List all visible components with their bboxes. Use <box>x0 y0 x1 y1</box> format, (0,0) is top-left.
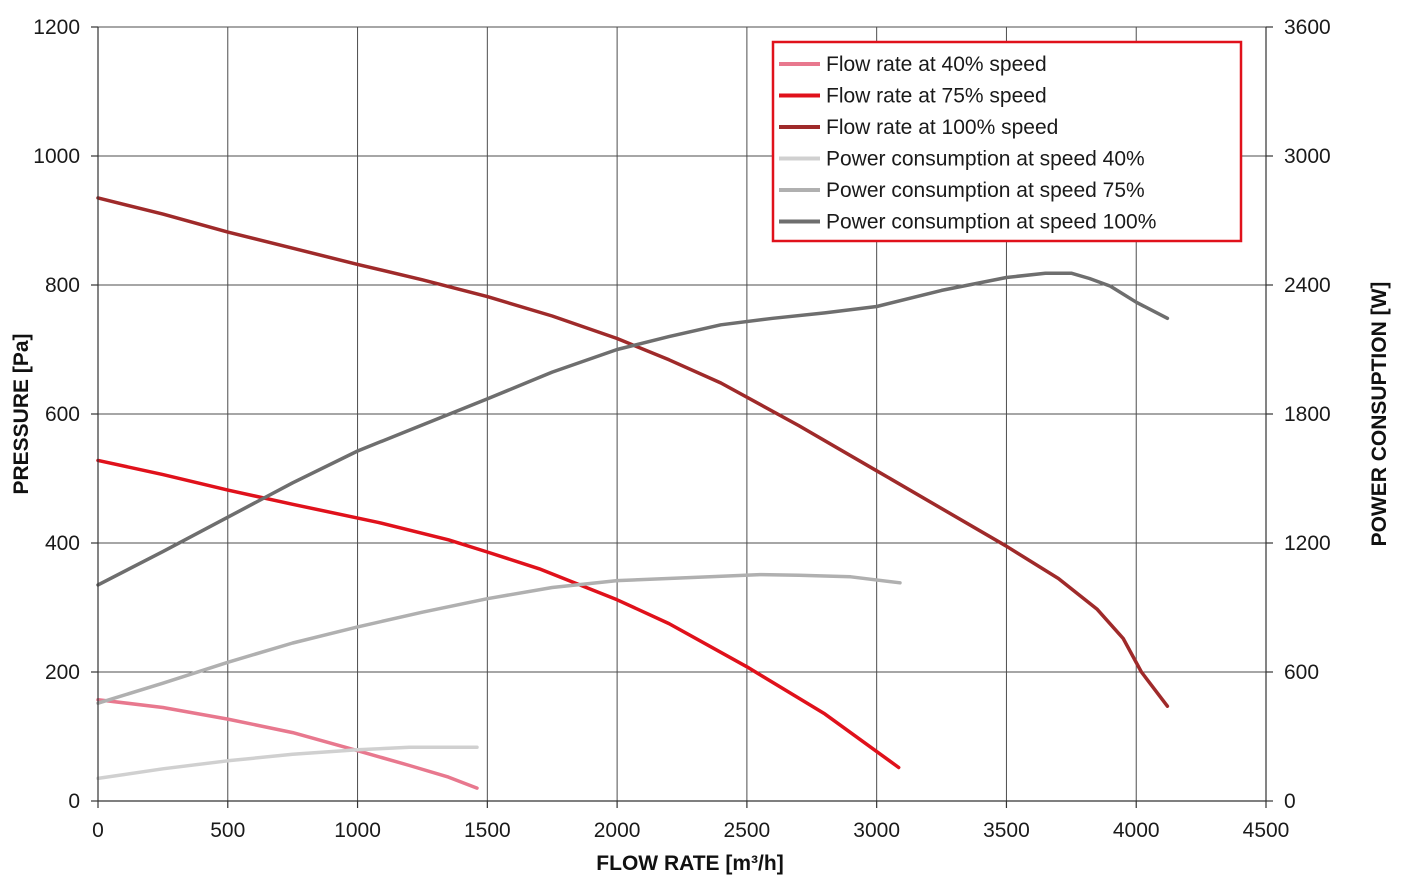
x-tick-label: 2000 <box>594 819 641 842</box>
x-tick-label: 2500 <box>724 819 771 842</box>
series-line-3 <box>96 196 1170 708</box>
tick-labels: 0 500 1000 1500 2000 2500 3000 3500 4000 45000200… <box>33 16 1330 842</box>
legend-label-1: Flow rate at 40% speed <box>826 53 1047 76</box>
legend-items: Flow rate at 40% speed Flow rate at 75% s… <box>779 53 1156 234</box>
left-y-tick-label: 400 <box>45 532 80 555</box>
legend-label-6: Power consumption at speed 100% <box>826 211 1156 234</box>
x-tick-label: 1500 <box>464 819 511 842</box>
x-tick-label: 500 <box>210 819 245 842</box>
x-tick-label: 3000 <box>853 819 900 842</box>
left-y-tick-label: 200 <box>45 661 80 684</box>
series-lines <box>96 196 1170 790</box>
legend-label-5: Power consumption at speed 75% <box>826 179 1145 202</box>
right-y-tick-label: 1800 <box>1284 403 1331 426</box>
right-y-tick-label: 1200 <box>1284 532 1331 555</box>
right-y-tick-label: 2400 <box>1284 274 1331 297</box>
legend-label-2: Flow rate at 75% speed <box>826 85 1047 108</box>
series-line-6 <box>96 271 1170 587</box>
x-axis-title: FLOW RATE [m³/h] <box>596 852 783 875</box>
x-tick-label: 4000 <box>1113 819 1160 842</box>
series-line-2 <box>96 458 901 770</box>
right-y-tick-label: 3600 <box>1284 16 1331 39</box>
left-y-tick-label: 600 <box>45 403 80 426</box>
left-y-axis-title: PRESSURE [Pa] <box>10 333 33 494</box>
legend: Flow rate at 40% speed Flow rate at 75% s… <box>771 40 1243 243</box>
series-line-4 <box>96 745 479 781</box>
left-y-tick-label: 800 <box>45 274 80 297</box>
right-y-axis-title: POWER CONSUPTION [W] <box>1368 282 1391 547</box>
axes <box>91 26 1273 808</box>
right-y-tick-label: 3000 <box>1284 145 1331 168</box>
x-tick-label: 4500 <box>1243 819 1290 842</box>
x-tick-label: 0 <box>92 819 104 842</box>
legend-label-4: Power consumption at speed 40% <box>826 148 1145 171</box>
legend-label-3: Flow rate at 100% speed <box>826 116 1058 139</box>
series-line-5 <box>96 572 902 705</box>
right-y-tick-label: 0 <box>1284 790 1296 813</box>
series-line-1 <box>96 697 479 790</box>
left-y-tick-label: 0 <box>68 790 80 813</box>
left-y-tick-label: 1000 <box>33 145 80 168</box>
x-tick-label: 3500 <box>983 819 1030 842</box>
x-tick-label: 1000 <box>334 819 381 842</box>
legend-box <box>771 40 1243 243</box>
left-y-tick-label: 1200 <box>33 16 80 39</box>
right-y-tick-label: 600 <box>1284 661 1319 684</box>
